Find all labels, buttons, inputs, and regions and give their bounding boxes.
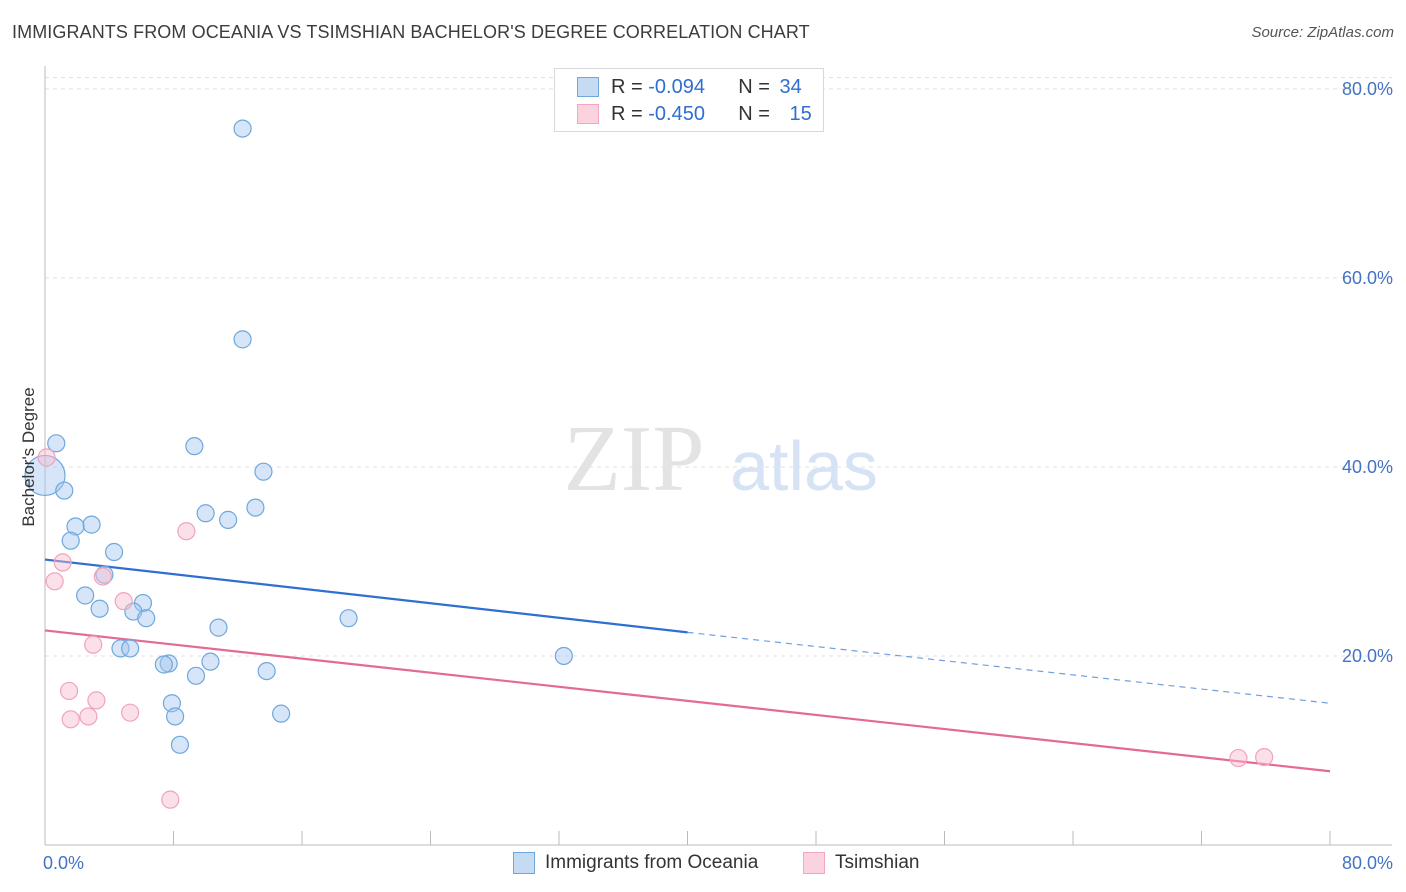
point-oceania [196,504,215,523]
point-oceania [24,454,66,497]
point-oceania [82,515,101,534]
axes [44,66,1392,846]
legend-n-label: N = [738,102,776,125]
trend-line-oceania-extension [687,631,1331,704]
point-oceania [209,618,228,637]
point-tsimshian [1255,748,1274,767]
point-oceania [186,666,206,685]
point-oceania [166,707,185,726]
point-tsimshian [121,703,140,722]
point-oceania [111,639,130,658]
point-oceania [154,655,173,674]
point-oceania [257,661,276,681]
y-tick-label: 60.0% [1342,268,1393,288]
series-swatch-tsimshian [803,852,825,874]
point-tsimshian [177,522,196,541]
point-oceania [185,437,204,456]
y-tick-label: 40.0% [1342,457,1393,477]
data-points [24,119,1274,809]
tick-labels: 20.0% 40.0% 60.0% 80.0% 0.0% 80.0% [43,79,1393,873]
point-tsimshian [45,572,64,591]
point-oceania [554,646,573,666]
grid-lines [45,77,1392,657]
point-oceania [104,542,124,562]
point-tsimshian [114,592,133,611]
point-oceania [121,639,140,658]
point-oceania [61,531,80,550]
point-oceania [272,704,291,723]
x-tick-label: 0.0% [43,853,84,873]
legend-row-tsimshian: R = -0.450 N = 15 [577,102,812,126]
legend-r-label: R = [611,75,649,98]
y-tick-label: 80.0% [1342,79,1393,99]
trend-line-tsimshian [44,629,1331,773]
point-tsimshian [59,681,79,701]
series-legend-tsimshian: Tsimshian [803,852,919,874]
point-oceania [201,652,220,671]
point-tsimshian [93,567,112,586]
legend-swatch-oceania [577,77,599,97]
point-oceania [246,498,265,517]
point-oceania [90,599,109,618]
point-oceania [66,517,85,536]
watermark: ZIP atlas [564,407,878,511]
source-label: Source: ZipAtlas.com [1251,24,1394,41]
chart-title: IMMIGRANTS FROM OCEANIA VS TSIMSHIAN BAC… [12,22,810,42]
point-oceania [55,481,74,500]
point-oceania [233,119,252,138]
legend-n-label: N = [738,75,776,98]
point-oceania [137,609,156,628]
point-tsimshian [84,635,103,654]
trend-lines [44,558,1331,773]
legend-row-oceania: R = -0.094 N = 34 [577,75,802,99]
y-tick-label: 20.0% [1342,646,1393,666]
legend-n-value: 34 [779,75,802,98]
legend-n-value: 15 [789,102,812,125]
y-axis-title: Bachelor's Degree [19,387,38,526]
series-legend: Immigrants from Oceania Tsimshian [0,852,1406,878]
point-tsimshian [53,553,72,572]
point-oceania [47,434,66,453]
series-name-tsimshian: Tsimshian [835,852,920,873]
trend-line-oceania [44,558,688,634]
legend-swatch-tsimshian [577,104,599,124]
point-oceania [233,330,252,349]
point-tsimshian [87,691,106,710]
legend-r-value: -0.450 [648,102,705,125]
legend-r-label: R = [611,102,649,125]
series-name-oceania: Immigrants from Oceania [545,852,759,873]
x-tick-label: 80.0% [1342,853,1393,873]
point-tsimshian [79,707,98,726]
watermark-atlas: atlas [730,427,878,505]
stats-legend: R = -0.094 N = 34 R = -0.450 N = 15 [554,68,824,132]
point-oceania [170,735,190,754]
watermark-zip: ZIP [564,407,705,511]
point-oceania [339,609,358,628]
point-tsimshian [161,790,180,809]
legend-r-value: -0.094 [648,75,705,98]
point-tsimshian [1229,748,1248,768]
point-tsimshian [61,710,80,729]
point-oceania [219,510,238,529]
point-oceania [76,586,95,605]
point-tsimshian [37,448,56,467]
point-oceania [254,462,273,481]
series-swatch-oceania [513,852,535,874]
series-legend-oceania: Immigrants from Oceania [513,852,758,874]
